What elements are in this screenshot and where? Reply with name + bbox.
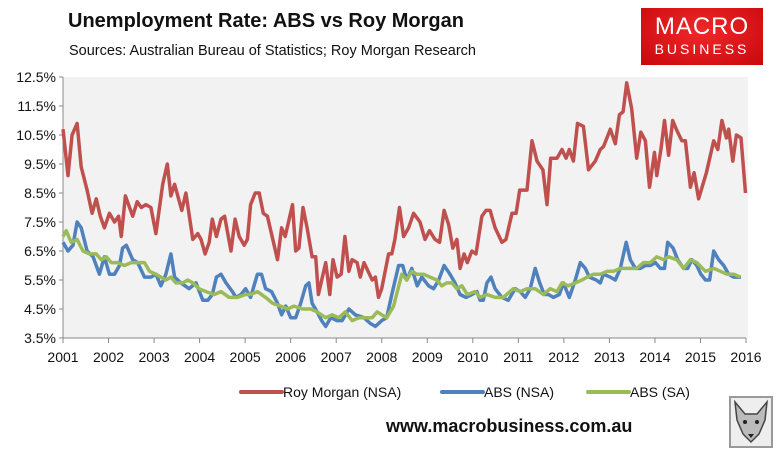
y-tick-label: 6.5%	[24, 243, 56, 259]
x-tick-label: 2009	[412, 349, 443, 365]
x-tick-label: 2012	[548, 349, 579, 365]
x-tick-label: 2001	[47, 349, 78, 365]
x-tick-label: 2002	[93, 349, 124, 365]
y-tick-label: 4.5%	[24, 301, 56, 317]
legend-label: ABS (SA)	[630, 384, 690, 400]
x-tick-label: 2004	[184, 349, 215, 365]
plot-area	[63, 77, 748, 338]
logo-line1: MACRO	[654, 13, 750, 40]
y-tick-label: 11.5%	[17, 98, 56, 114]
x-tick-label: 2005	[230, 349, 261, 365]
x-tick-label: 2007	[321, 349, 352, 365]
y-tick-label: 7.5%	[24, 214, 56, 230]
y-tick-label: 9.5%	[24, 156, 56, 172]
x-tick-label: 2010	[457, 349, 488, 365]
macrobusiness-logo: MACRO BUSINESS	[641, 8, 763, 65]
y-tick-label: 5.5%	[24, 272, 56, 288]
fox-head-icon	[729, 396, 773, 448]
x-axis: 2001 2002 2003 2004 2005 2006 2007 2008 2009 2010…	[47, 337, 762, 365]
y-tick-label: 3.5%	[24, 330, 56, 346]
y-tick-label: 12.5%	[16, 69, 56, 85]
y-tick-label: 8.5%	[24, 185, 56, 201]
series-lines	[61, 81, 748, 329]
footer-url: www.macrobusiness.com.au	[386, 416, 633, 436]
y-axis: 3.5% 4.5% 5.5% 6.5% 7.5% 8.5% 9.5% 10.5% 11.5% 12…	[16, 69, 64, 346]
x-tick-label: 2006	[275, 349, 306, 365]
series-line-1	[61, 81, 748, 300]
x-tick-label: 2003	[138, 349, 169, 365]
x-tick-label: 2008	[366, 349, 397, 365]
legend-label: Roy Morgan (NSA)	[283, 384, 401, 400]
legend: Roy Morgan (NSA) ABS (NSA) ABS (SA)	[239, 384, 690, 400]
x-tick-label: 2014	[639, 349, 670, 365]
series-line-3	[61, 228, 742, 323]
x-tick-label: 2011	[503, 349, 533, 365]
y-tick-label: 10.5%	[16, 127, 56, 143]
x-tick-label: 2016	[730, 349, 761, 365]
chart-title: Unemployment Rate: ABS vs Roy Morgan	[68, 10, 464, 32]
x-tick-label: 2015	[685, 349, 716, 365]
x-tick-label: 2013	[594, 349, 625, 365]
legend-label: ABS (NSA)	[484, 384, 554, 400]
chart-subtitle: Sources: Australian Bureau of Statistics…	[69, 43, 476, 59]
logo-line2: BUSINESS	[654, 41, 750, 57]
